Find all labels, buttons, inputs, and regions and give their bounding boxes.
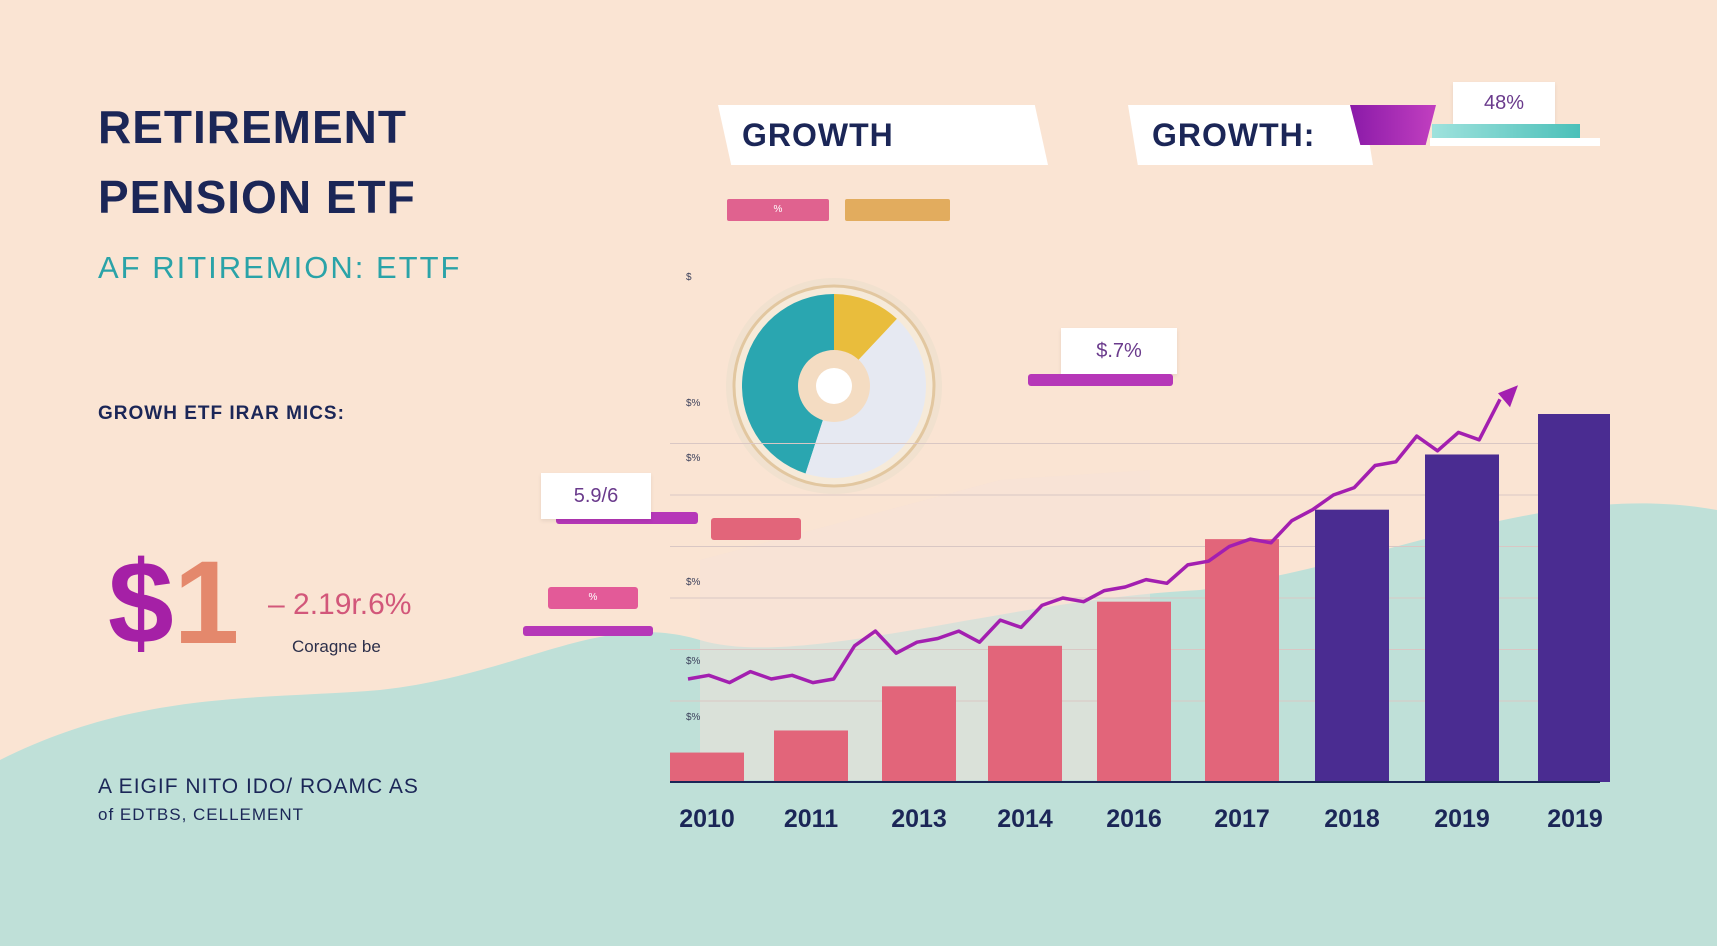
tag-mid-bar	[1028, 374, 1173, 386]
mini-pill-left-1	[711, 518, 801, 540]
bar-2017-5	[1205, 539, 1279, 782]
change-text: – 2.19r.6%	[268, 588, 412, 621]
y-tick-label: $%	[686, 398, 701, 409]
x-tick-label: 2014	[997, 805, 1053, 833]
tag-left-percent: 5.9/6	[541, 473, 651, 519]
tag-top-bar-white	[1430, 138, 1600, 146]
title-line-1: RETIREMENT	[98, 101, 407, 153]
bar-2018-6	[1315, 509, 1389, 782]
bar-2013-2	[882, 686, 956, 782]
bar-2019-8	[1538, 414, 1610, 782]
growth-line-arrowhead	[1498, 385, 1518, 408]
y-tick-label: $%	[686, 712, 701, 723]
x-tick-label: 2011	[783, 805, 839, 833]
x-tick-label: 2013	[891, 805, 947, 833]
bar-2016-4	[1097, 601, 1171, 782]
x-tick-label: 2019	[1547, 805, 1603, 833]
big-number: $1	[108, 535, 239, 671]
x-tick-label: 2010	[679, 805, 735, 833]
y-tick-label: $%	[686, 577, 701, 588]
bar-line-chart	[670, 385, 1610, 783]
x-tick-label: 2018	[1324, 805, 1380, 833]
tag-mid-percent: $.7%	[1061, 328, 1177, 374]
legend-chip-gold	[845, 199, 950, 221]
pie-chart	[726, 278, 942, 494]
growth-gradient-bar	[1350, 105, 1436, 145]
title-line-2: PENSION ETF	[98, 171, 416, 223]
x-tick-label: 2019	[1434, 805, 1490, 833]
growth-card-1: GROWTH	[718, 105, 1048, 165]
x-tick-label: 2016	[1106, 805, 1162, 833]
bar-2014-3	[988, 645, 1062, 782]
subtitle: AF RITIREMION: ETTF	[98, 250, 462, 285]
tag-top-percent: 48%	[1453, 82, 1555, 124]
metric-label: GROWH ETF IRAR MICS:	[98, 403, 345, 424]
growth-line	[687, 398, 1502, 685]
y-tick-label: $%	[686, 453, 701, 464]
compare-text: Coragne be	[292, 637, 381, 656]
big-number-digit: 1	[173, 537, 240, 669]
mini-pill-left-2: %	[548, 587, 638, 609]
y-tick-label: $%	[686, 656, 701, 667]
pie-center	[816, 368, 852, 404]
footer-line-2: of EDTBS, CELLEMENT	[98, 805, 305, 824]
tag-top-bar	[1432, 124, 1580, 138]
growth-card-2: GROWTH:	[1128, 105, 1373, 165]
footer-line-1: A EIGIF NITO IDO/ ROAMC AS	[98, 775, 419, 798]
bar-2010-0	[670, 752, 744, 782]
accent-bar-left-2	[523, 626, 653, 636]
bar-2019-7	[1425, 454, 1499, 782]
legend-chip-pink: %	[727, 199, 829, 221]
y-tick-label: $	[686, 272, 692, 283]
big-number-dollar: $	[108, 537, 174, 669]
x-tick-label: 2017	[1214, 805, 1270, 833]
pie-slice-teal	[742, 294, 834, 474]
bar-2011-1	[774, 730, 848, 782]
